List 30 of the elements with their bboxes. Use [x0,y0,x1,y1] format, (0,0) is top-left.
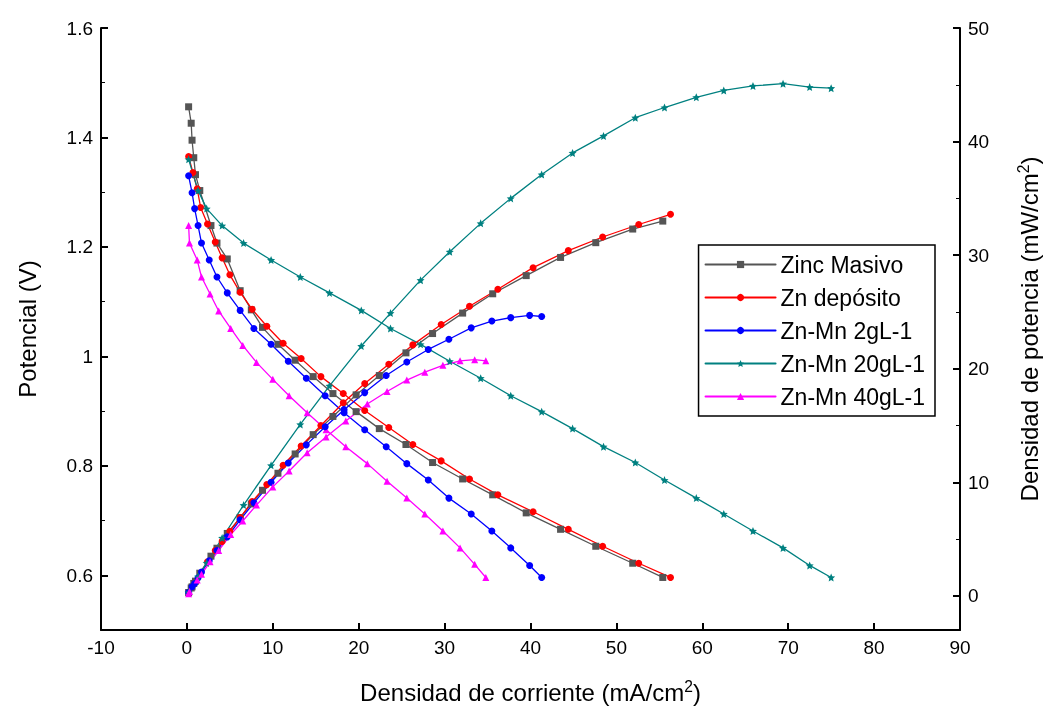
x-tick-label: 90 [949,637,971,658]
y-tick-label: 0.8 [66,455,93,477]
legend-label: Zn-Mn 20gL-1 [780,350,926,377]
x-tick-label: 30 [434,637,456,658]
legend-label: Zn depósito [780,284,901,311]
x-tick-label: 20 [348,637,370,658]
y-tick-label: 1 [82,345,93,367]
legend-label: Zn-Mn 40gL-1 [780,383,926,410]
y-tick-label: 1.6 [66,17,93,39]
legend-label: Zn-Mn 2gL-1 [780,317,913,344]
x-tick-label: 80 [863,637,885,658]
x-tick-label: -10 [87,637,115,658]
y2-tick-label: 0 [968,585,979,607]
y-axis-title: Potencial (V) [13,260,41,398]
y2-tick-label: 50 [968,17,990,39]
y2-tick-label: 40 [968,131,990,153]
y-tick-label: 1.2 [66,236,93,258]
x-tick-label: 40 [519,637,542,658]
y2-tick-label: 30 [968,244,990,266]
y-tick-label: 1.4 [66,126,94,148]
x-tick-label: 70 [777,637,799,658]
x-tick-label: 10 [262,637,284,658]
y-tick-label: 0.6 [66,564,93,586]
x-tick-label: 0 [181,637,193,658]
x-tick-label: 60 [691,637,713,658]
y2-tick-label: 20 [968,358,990,380]
x-tick-label: 50 [605,637,627,658]
y2-tick-label: 10 [968,471,990,493]
legend-label: Zinc Masivo [780,251,904,278]
y2-axis-title: Densidad de potencia (mW/cm2) [1014,156,1044,502]
